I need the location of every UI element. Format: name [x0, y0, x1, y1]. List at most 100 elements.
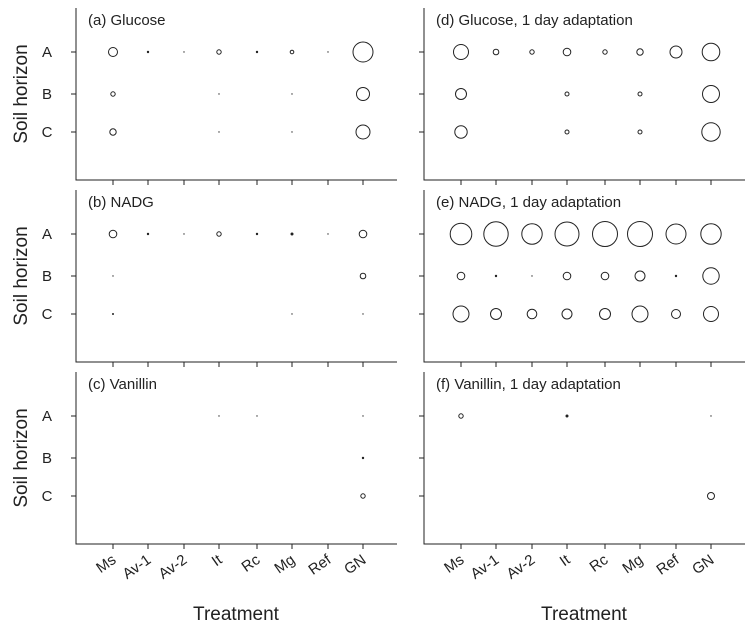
bubble-1-A-It: [562, 47, 572, 57]
bubble-3-A-Av-2: [521, 223, 543, 245]
x-axis-title-0: Treatment: [193, 604, 280, 625]
bubble-0-C-It: [218, 131, 220, 133]
bubble-5-A-It: [565, 414, 569, 418]
bubble-1-A-Ms: [453, 44, 469, 60]
panel-5-axes: [423, 372, 745, 545]
bubble-3-B-Mg: [634, 270, 646, 282]
xtick-label-Av-2: Av-2: [503, 551, 538, 582]
bubble-1-B-Ms: [455, 88, 467, 100]
panel-5-title: (f) Vanillin, 1 day adaptation: [436, 376, 621, 393]
xtick-label-GN: GN: [689, 551, 717, 578]
y-axis-title-2: Soil horizon: [11, 408, 32, 507]
panel-3-title: (e) NADG, 1 day adaptation: [436, 194, 621, 211]
bubble-4-A-It: [218, 415, 220, 417]
bubble-0-B-It: [218, 93, 220, 95]
y-axis-title-1: Soil horizon: [11, 226, 32, 325]
bubble-3-C-It: [561, 308, 573, 320]
bubble-2-A-Mg: [290, 232, 294, 236]
bubble-0-A-Ref: [327, 51, 329, 53]
bubble-3-C-Rc: [599, 308, 611, 320]
bubble-0-A-Ms: [108, 47, 118, 57]
bubble-1-C-GN: [701, 122, 721, 142]
bubble-3-A-Ref: [665, 223, 687, 245]
bubble-0-A-GN: [352, 41, 374, 63]
bubble-3-B-It: [562, 271, 572, 281]
bubble-0-B-Mg: [291, 93, 293, 95]
bubble-0-A-Av-2: [183, 51, 185, 53]
bubble-2-C-Mg: [291, 313, 293, 315]
xtick-label-Ms: Ms: [441, 551, 467, 576]
bubble-3-B-Ms: [456, 271, 466, 281]
bubble-1-C-Mg: [637, 129, 643, 135]
bubble-3-C-Av-1: [490, 308, 502, 320]
bubble-3-A-It: [554, 221, 580, 247]
ytick-label-B: B: [42, 268, 52, 285]
bubble-0-B-GN: [356, 87, 370, 101]
bubble-2-A-Av-1: [146, 232, 150, 236]
x-axis-title-1: Treatment: [541, 604, 628, 625]
panel-1-title: (d) Glucose, 1 day adaptation: [436, 12, 633, 29]
ytick-label-A: A: [42, 226, 52, 243]
bubble-4-A-GN: [362, 415, 364, 417]
bubble-3-A-GN: [700, 223, 722, 245]
bubble-0-A-It: [216, 49, 222, 55]
panel-4-axes: [75, 372, 397, 545]
bubble-2-A-Ref: [327, 233, 329, 235]
ytick-label-B: B: [42, 450, 52, 467]
ytick-label-C: C: [42, 124, 53, 141]
bubble-1-C-It: [564, 129, 570, 135]
bubble-1-A-Av-1: [492, 48, 500, 56]
xtick-label-Ms: Ms: [93, 551, 119, 576]
xtick-label-Av-2: Av-2: [155, 551, 190, 582]
xtick-label-It: It: [557, 551, 574, 570]
xtick-label-Ref: Ref: [653, 551, 683, 579]
bubble-2-A-Rc: [255, 232, 259, 236]
xtick-label-Av-1: Av-1: [467, 551, 502, 582]
bubble-0-C-Mg: [291, 131, 293, 133]
bubble-4-A-Rc: [256, 415, 258, 417]
bubble-3-C-Mg: [631, 305, 649, 323]
bubble-3-C-Av-2: [526, 308, 538, 320]
xtick-label-GN: GN: [341, 551, 369, 578]
bubble-4-B-GN: [361, 456, 365, 460]
bubble-3-A-Rc: [592, 221, 618, 247]
ytick-label-B: B: [42, 86, 52, 103]
panel-1-axes: [423, 8, 745, 181]
bubble-5-C-GN: [707, 492, 715, 500]
panel-0-title: (a) Glucose: [88, 12, 166, 29]
bubble-3-B-Ref: [674, 274, 678, 278]
xtick-label-It: It: [209, 551, 226, 570]
bubble-1-A-GN: [701, 42, 721, 62]
panel-0-axes: [75, 8, 397, 181]
bubble-3-B-Av-1: [494, 274, 498, 278]
bubble-3-C-Ref: [671, 309, 681, 319]
bubble-3-B-GN: [702, 267, 720, 285]
xtick-label-Rc: Rc: [587, 551, 612, 576]
bubble-0-A-Rc: [255, 50, 259, 54]
bubble-3-A-Ms: [449, 222, 473, 246]
ytick-label-C: C: [42, 306, 53, 323]
bubble-0-A-Mg: [289, 49, 295, 55]
bubble-3-A-Av-1: [483, 221, 509, 247]
ytick-label-A: A: [42, 44, 52, 61]
bubble-4-C-GN: [360, 493, 366, 499]
bubble-5-A-GN: [710, 415, 712, 417]
bubble-2-C-GN: [362, 313, 364, 315]
panel-2-axes: [75, 190, 397, 363]
ytick-label-A: A: [42, 408, 52, 425]
bubble-0-B-Ms: [110, 91, 116, 97]
bubble-2-A-Ms: [108, 229, 118, 239]
bubble-1-B-GN: [702, 85, 720, 103]
xtick-label-Mg: Mg: [271, 551, 298, 577]
y-axis-title-0: Soil horizon: [11, 44, 32, 143]
xtick-label-Mg: Mg: [619, 551, 646, 577]
ytick-label-C: C: [42, 488, 53, 505]
bubble-1-A-Mg: [636, 48, 644, 56]
panel-3-axes: [423, 190, 745, 363]
bubble-0-A-Av-1: [146, 50, 150, 54]
xtick-label-Ref: Ref: [305, 551, 335, 579]
bubble-0-C-Ms: [109, 128, 117, 136]
bubble-1-A-Av-2: [529, 49, 535, 55]
bubble-0-C-GN: [355, 124, 371, 140]
